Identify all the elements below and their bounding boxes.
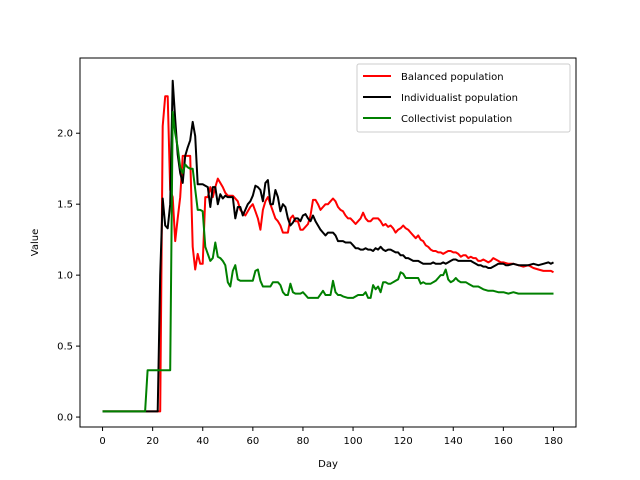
x-tick-label: 120 <box>394 436 413 447</box>
x-tick-label: 160 <box>494 436 513 447</box>
axes-frame <box>79 57 577 428</box>
legend-label: Individualist population <box>401 93 518 104</box>
y-tick-label: 2.0 <box>57 129 73 140</box>
x-tick-label: 180 <box>544 436 563 447</box>
x-axis: 0 20 40 60 80 100 120 140 160 180 <box>99 427 563 447</box>
series-line-2 <box>102 79 554 413</box>
plot-area <box>79 57 577 428</box>
y-tick-label: 0.5 <box>57 342 73 353</box>
legend: Balanced population Individualist populat… <box>356 63 571 133</box>
x-tick-label: 20 <box>146 436 159 447</box>
x-tick-label: 140 <box>444 436 463 447</box>
y-axis: 0.0 0.5 1.0 1.5 2.0 <box>57 129 80 424</box>
series-line-3 <box>102 110 554 413</box>
y-tick-label: 0.0 <box>57 413 73 424</box>
x-tick-label: 100 <box>344 436 363 447</box>
series-layer <box>102 79 554 413</box>
x-tick-label: 0 <box>99 436 105 447</box>
x-tick-label: 60 <box>246 436 259 447</box>
y-tick-label: 1.5 <box>57 200 73 211</box>
x-tick-label: 40 <box>196 436 209 447</box>
legend-label: Collectivist population <box>401 114 512 125</box>
x-axis-label: Day <box>318 459 338 470</box>
y-tick-label: 1.0 <box>57 271 73 282</box>
y-axis-label: Value <box>30 229 41 256</box>
legend-box <box>356 63 571 133</box>
legend-label: Balanced population <box>401 72 504 83</box>
series-line-1 <box>102 95 554 413</box>
x-tick-label: 80 <box>297 436 310 447</box>
